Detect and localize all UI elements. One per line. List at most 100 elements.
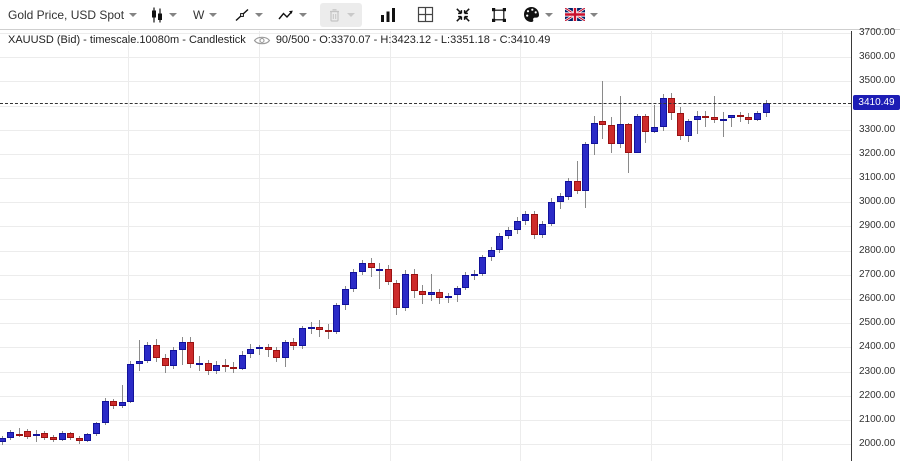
symbol-selector[interactable]: Gold Price, USD Spot — [8, 3, 138, 27]
candle — [58, 433, 66, 440]
candle — [118, 402, 126, 406]
theme-button[interactable] — [523, 3, 554, 27]
layout-button[interactable] — [417, 3, 434, 27]
volume-button[interactable] — [380, 3, 396, 27]
candle — [530, 213, 538, 236]
candle — [376, 268, 384, 272]
candle — [487, 250, 495, 258]
candlestick-icon — [152, 7, 163, 22]
candle — [522, 213, 530, 222]
candle — [565, 181, 572, 197]
candle — [702, 115, 710, 118]
candle — [573, 181, 581, 191]
candle — [281, 342, 289, 358]
candle — [410, 274, 418, 292]
candle — [238, 354, 246, 369]
price-axis[interactable]: 3410.49 3700.003600.003500.003400.003300… — [851, 27, 900, 461]
candle — [762, 103, 770, 113]
h-gridline — [0, 178, 851, 180]
language-selector[interactable] — [565, 3, 599, 27]
v-gridline — [520, 31, 521, 461]
candle — [7, 432, 15, 438]
axis-price-label: 3200.00 — [859, 147, 896, 159]
last-price-tag: 3410.49 — [853, 95, 900, 110]
candle — [436, 292, 444, 298]
palette-icon — [524, 7, 540, 22]
v-gridline — [128, 31, 129, 461]
candle — [608, 124, 615, 144]
zigzag-icon — [278, 10, 294, 19]
candle-wick — [722, 111, 724, 138]
candle — [599, 121, 607, 125]
status-bar: XAUUSD (Bid) - timescale.10080m - Candle… — [8, 34, 550, 46]
candle — [333, 305, 341, 333]
axis-price-label: 3700.00 — [859, 27, 896, 38]
v-gridline — [782, 31, 783, 461]
selection-frame-icon — [492, 7, 507, 22]
fullscreen-button[interactable] — [455, 3, 471, 27]
candle — [316, 327, 324, 331]
candle — [745, 116, 753, 120]
chevron-down-icon — [255, 12, 264, 17]
candle — [359, 263, 366, 272]
axis-price-label: 2400.00 — [859, 341, 896, 353]
volume-bars-icon — [381, 8, 396, 22]
selection-button[interactable] — [491, 3, 507, 27]
candle — [324, 330, 332, 333]
h-gridline — [0, 153, 851, 155]
ohlc-info: 90/500 - O:3370.07 - H:3423.12 - L:3351.… — [275, 34, 551, 46]
candle — [427, 292, 435, 295]
candle — [496, 235, 504, 251]
indicator-button[interactable] — [278, 3, 308, 27]
h-gridline — [0, 129, 851, 131]
h-gridline — [0, 250, 851, 252]
h-gridline — [0, 444, 851, 445]
candle — [75, 438, 83, 441]
h-gridline — [0, 323, 851, 325]
axis-price-label: 3000.00 — [859, 196, 896, 208]
chevron-down-icon — [209, 12, 218, 17]
axis-price-label: 3500.00 — [859, 75, 896, 87]
candle-wick — [121, 384, 123, 409]
trash-icon — [330, 8, 340, 22]
last-price-line — [0, 103, 851, 104]
v-gridline — [259, 31, 260, 461]
chevron-down-icon — [545, 12, 554, 17]
candle — [161, 357, 169, 367]
line-tool-button[interactable] — [234, 3, 264, 27]
candle — [711, 117, 718, 121]
candle — [273, 349, 281, 358]
candle — [728, 115, 736, 119]
h-gridline — [0, 371, 851, 373]
timeframe-selector[interactable]: W — [193, 3, 218, 27]
v-gridline — [390, 31, 391, 461]
candle-wick — [447, 293, 449, 304]
candle — [367, 263, 375, 268]
chart-plot[interactable] — [0, 31, 851, 461]
chart-type-button[interactable] — [150, 3, 178, 27]
candle-wick — [379, 262, 381, 290]
h-gridline — [0, 57, 851, 59]
instrument-info: XAUUSD (Bid) - timescale.10080m - Candle… — [8, 34, 246, 46]
candle — [384, 268, 392, 283]
candle — [539, 223, 547, 236]
axis-price-label: 2100.00 — [859, 413, 896, 425]
h-gridline — [0, 202, 851, 204]
candle — [419, 291, 427, 295]
collapse-arrows-icon — [456, 7, 471, 22]
v-gridline — [651, 31, 652, 461]
candle — [187, 342, 195, 364]
eye-icon[interactable] — [253, 35, 271, 46]
candle — [307, 327, 315, 329]
h-gridline — [0, 298, 851, 300]
candle — [256, 347, 263, 350]
candle — [668, 97, 676, 114]
axis-price-label: 2200.00 — [859, 389, 896, 401]
candle-wick — [653, 104, 655, 133]
candle-wick — [267, 343, 269, 358]
candle — [195, 362, 203, 365]
h-gridline — [0, 105, 851, 107]
candle — [616, 123, 624, 144]
candle — [67, 433, 75, 439]
axis-price-label: 3100.00 — [859, 172, 896, 184]
